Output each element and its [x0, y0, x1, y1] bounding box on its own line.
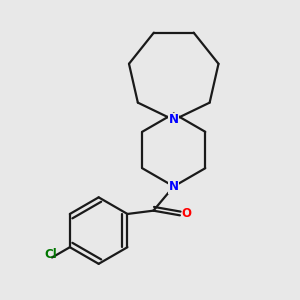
Text: Cl: Cl	[44, 248, 57, 262]
Text: O: O	[182, 207, 192, 220]
Text: N: N	[169, 180, 179, 193]
Text: N: N	[169, 113, 179, 126]
